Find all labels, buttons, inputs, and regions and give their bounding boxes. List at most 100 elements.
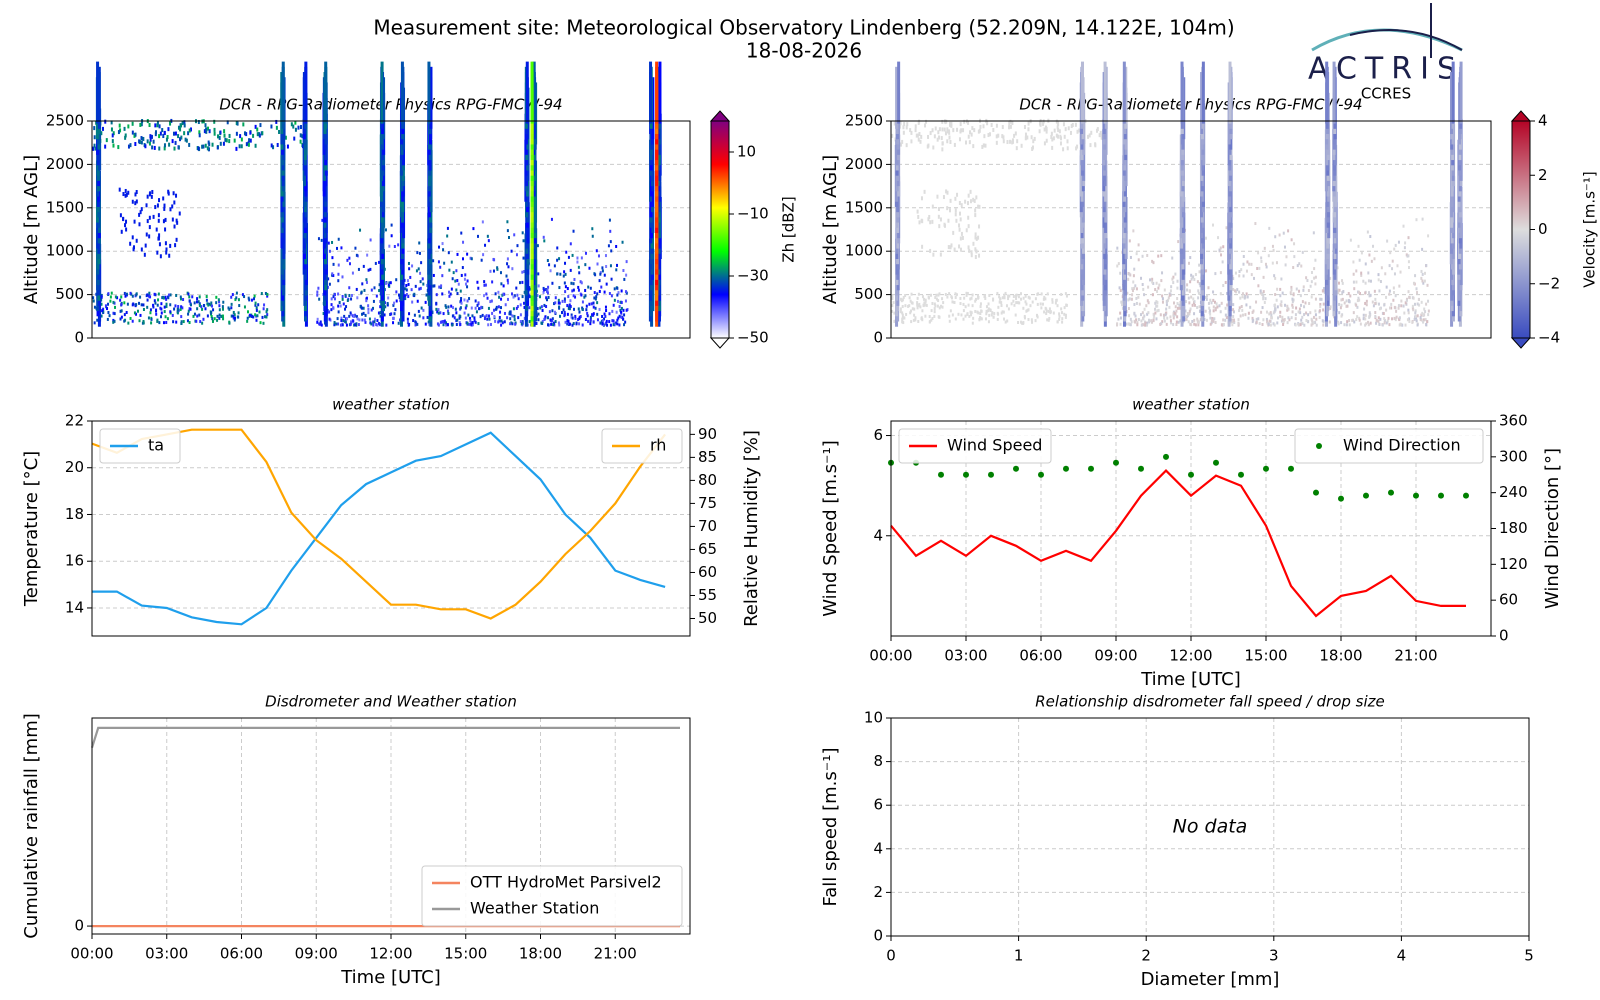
radar-echo [471, 321, 474, 325]
radar-echo [1161, 320, 1164, 324]
radar-echo [546, 298, 549, 302]
radar-echo [955, 218, 958, 223]
radar-echo [493, 315, 496, 319]
radar-echo [916, 301, 919, 305]
radar-echo [211, 317, 214, 321]
radar-echo [158, 233, 161, 238]
radar-echo [156, 123, 159, 128]
marker [1338, 495, 1344, 502]
colorbar-label: Velocity [m.s⁻¹] [1581, 171, 1599, 287]
radar-echo [1174, 305, 1177, 309]
x-tick-label: 09:00 [1094, 647, 1137, 665]
radar-echo [543, 317, 546, 321]
radar-echo [893, 311, 896, 315]
radar-echo [260, 292, 263, 296]
x-tick-label: 5 [1524, 947, 1534, 965]
radar-echo [369, 238, 372, 242]
radar-echo [1419, 317, 1422, 321]
radar-echo [153, 145, 156, 150]
radar-echo [149, 137, 152, 142]
radar-echo [1348, 300, 1351, 304]
radar-echo [624, 299, 627, 303]
radar-echo [373, 317, 376, 321]
radar-echo [1042, 121, 1045, 126]
radar-echo [559, 314, 562, 318]
radar-echo [1042, 297, 1045, 301]
radar-echo [148, 234, 151, 239]
radar-echo [581, 323, 584, 327]
radar-echo [968, 248, 971, 253]
radar-echo [324, 61, 328, 124]
radar-echo [916, 306, 919, 310]
radar-echo [379, 322, 382, 326]
radar-echo [1411, 306, 1414, 310]
radar-echo [243, 295, 246, 299]
radar-echo [119, 298, 122, 302]
radar-echo [166, 317, 169, 321]
radar-echo [605, 282, 608, 286]
x-tick-label: 06:00 [220, 945, 263, 963]
radar-echo [1377, 302, 1380, 306]
radar-echo [1265, 265, 1268, 269]
radar-echo [1271, 244, 1274, 248]
colorbar [710, 120, 730, 339]
radar-echo [180, 123, 183, 128]
y-tick-label: 14 [65, 598, 84, 616]
radar-echo [1383, 317, 1386, 321]
radar-echo [1140, 319, 1143, 323]
radar-echo [577, 265, 580, 269]
radar-echo [337, 322, 340, 326]
radar-echo [530, 61, 534, 124]
radar-echo [1151, 277, 1154, 281]
radar-echo [1178, 306, 1181, 310]
radar-echo [598, 289, 601, 293]
radar-echo [620, 310, 623, 314]
radar-echo [590, 302, 593, 306]
radar-echo [563, 310, 566, 314]
radar-echo [487, 239, 490, 243]
radar-echo [506, 229, 509, 233]
marker [1388, 489, 1394, 496]
radar-echo [1142, 287, 1145, 291]
radar-echo [1283, 245, 1286, 249]
radar-echo [1215, 302, 1218, 306]
radar-echo [910, 139, 913, 144]
radar-echo [495, 305, 498, 309]
radar-echo [940, 304, 943, 308]
radar-echo [950, 295, 953, 299]
radar-echo [946, 190, 949, 195]
radar-echo [266, 294, 269, 298]
radar-echo [450, 287, 453, 291]
radar-echo [474, 320, 477, 324]
radar-echo [570, 281, 573, 285]
radar-echo [337, 263, 340, 267]
radar-echo [603, 273, 606, 277]
radar-echo [133, 311, 136, 315]
radar-echo [520, 322, 523, 326]
radar-echo [165, 297, 168, 301]
radar-echo [480, 258, 483, 262]
radar-echo [1186, 283, 1189, 287]
radar-echo [497, 290, 500, 294]
radar-echo [1157, 286, 1160, 290]
radar-echo [1034, 319, 1037, 323]
radar-echo [1385, 308, 1388, 312]
y-tick-label: 16 [65, 552, 84, 570]
y-tick-label: 500 [854, 285, 883, 303]
radar-echo [519, 320, 522, 324]
radar-echo [1186, 288, 1189, 292]
radar-echo [227, 306, 230, 310]
radar-echo [390, 223, 393, 227]
radar-echo [1134, 320, 1137, 324]
radar-echo [964, 305, 967, 309]
radar-echo [963, 296, 966, 300]
radar-echo [537, 284, 540, 288]
radar-echo [207, 303, 210, 307]
radar-echo [891, 133, 894, 138]
radar-echo [133, 219, 136, 224]
radar-echo [1050, 131, 1053, 136]
radar-echo [1127, 277, 1130, 281]
radar-echo [601, 315, 604, 319]
radar-echo [987, 307, 990, 311]
radar-echo [929, 131, 932, 136]
